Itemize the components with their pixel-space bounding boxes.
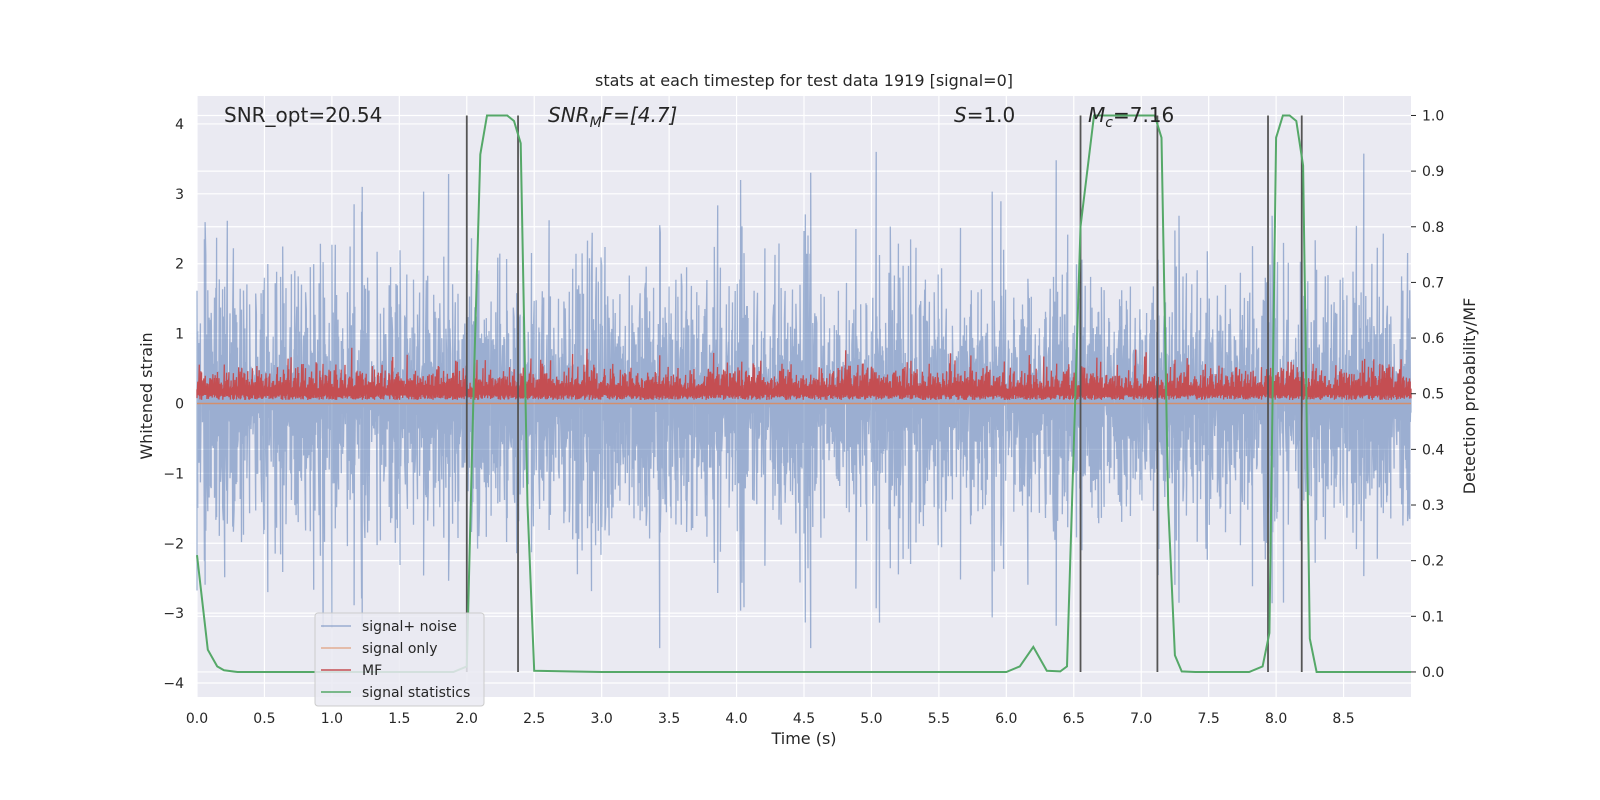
legend-label-mf: MF [362, 663, 382, 679]
signal-statistics-line [196, 114, 1411, 673]
chart-title: stats at each timestep for test data 191… [595, 71, 1013, 90]
x-tick-label: 8.5 [1332, 711, 1354, 727]
legend-label-signal-noise: signal+ noise [362, 619, 457, 635]
y-tick-label: 3 [175, 187, 184, 203]
annotation-mc-rest: =7.16 [1113, 103, 1174, 127]
x-tick-label: 1.5 [388, 711, 410, 727]
x-tick-label: 2.0 [456, 711, 478, 727]
x-tick-label: 5.0 [860, 711, 882, 727]
x-tick-label: 2.5 [523, 711, 545, 727]
annotation-mc-sub: c [1105, 115, 1113, 131]
x-tick-label: 0.0 [186, 711, 208, 727]
y2-tick-label: 0.7 [1422, 275, 1444, 291]
legend-label-signal-statistics: signal statistics [362, 685, 470, 701]
legend: signal+ noise signal only MF signal stat… [314, 612, 485, 707]
legend-box [314, 612, 485, 707]
y2-tick-label: 0.8 [1422, 220, 1444, 236]
annotation-snr-mf-rest: F=[4.7] [602, 103, 678, 127]
x-tick-label: 0.5 [253, 711, 275, 727]
x-tick-label: 8.0 [1265, 711, 1287, 727]
y2-tick-label: 0.5 [1422, 387, 1444, 403]
y-axis-label: Whitened strain [137, 332, 156, 459]
y2-tick-label: 0.1 [1422, 609, 1444, 625]
y-tick-label: 0 [175, 396, 184, 412]
y-tick-label: 4 [175, 117, 184, 133]
y-tick-label: −4 [163, 676, 184, 692]
y2-tick-label: 0.9 [1422, 164, 1444, 180]
y2-tick-label: 1.0 [1422, 108, 1444, 124]
y-tick-label: 2 [175, 257, 184, 273]
x-tick-label: 3.0 [591, 711, 613, 727]
x-tick-label: 7.5 [1198, 711, 1220, 727]
y2-tick-label: 0.0 [1422, 665, 1444, 681]
legend-label-signal-only: signal only [362, 641, 437, 657]
annotation-mc: Mc=7.16 [1088, 103, 1174, 131]
annotation-snr-mf-base: SNR [548, 103, 590, 127]
y2-tick-label: 0.2 [1422, 554, 1444, 570]
annotation-snr-mf: SNRMF=[4.7] [548, 103, 677, 131]
annotation-mc-base: M [1088, 103, 1105, 127]
x-tick-label: 1.0 [321, 711, 343, 727]
x-axis-label: Time (s) [770, 729, 836, 748]
x-tick-label: 5.5 [928, 711, 950, 727]
mf-series [196, 347, 1412, 401]
annotation-s-rest: =1.0 [967, 103, 1016, 127]
x-tick-label: 3.5 [658, 711, 680, 727]
y-tick-label: −1 [163, 466, 184, 482]
y-tick-label: 1 [175, 327, 184, 343]
x-tick-label: 4.0 [725, 711, 747, 727]
x-tick-label: 4.5 [793, 711, 815, 727]
annotation-s-label: S [954, 103, 967, 127]
y2-tick-label: 0.6 [1422, 331, 1444, 347]
annotation-s: S=1.0 [954, 103, 1015, 127]
y2-tick-label: 0.4 [1422, 442, 1444, 458]
annotation-snr-mf-sub: M [590, 115, 602, 131]
detection-vlines [465, 115, 1303, 672]
y2-axis-ticks: 1.0 0.9 0.8 0.7 0.6 0.5 0.4 0.3 0.2 0.1 0.0 [1411, 108, 1444, 681]
x-tick-label: 6.0 [995, 711, 1017, 727]
x-tick-label: 7.0 [1130, 711, 1152, 727]
annotation-snr-opt: SNR_opt=20.54 [224, 103, 382, 127]
x-tick-label: 6.5 [1063, 711, 1085, 727]
y2-tick-label: 0.3 [1422, 498, 1444, 514]
y-tick-label: −3 [163, 606, 184, 622]
mf-line [196, 347, 1412, 401]
y-tick-label: −2 [163, 536, 184, 552]
signal-statistics-series [196, 114, 1411, 673]
y-axis-ticks: 4 3 2 1 0 −1 −2 −3 −4 [163, 117, 184, 692]
y2-axis-label: Detection probability/MF [1460, 298, 1479, 495]
x-axis-ticks: 0.0 0.5 1.0 1.5 2.0 2.5 3.0 3.5 4.0 4.5 5.0 5.5 6.0 6… [186, 711, 1355, 727]
